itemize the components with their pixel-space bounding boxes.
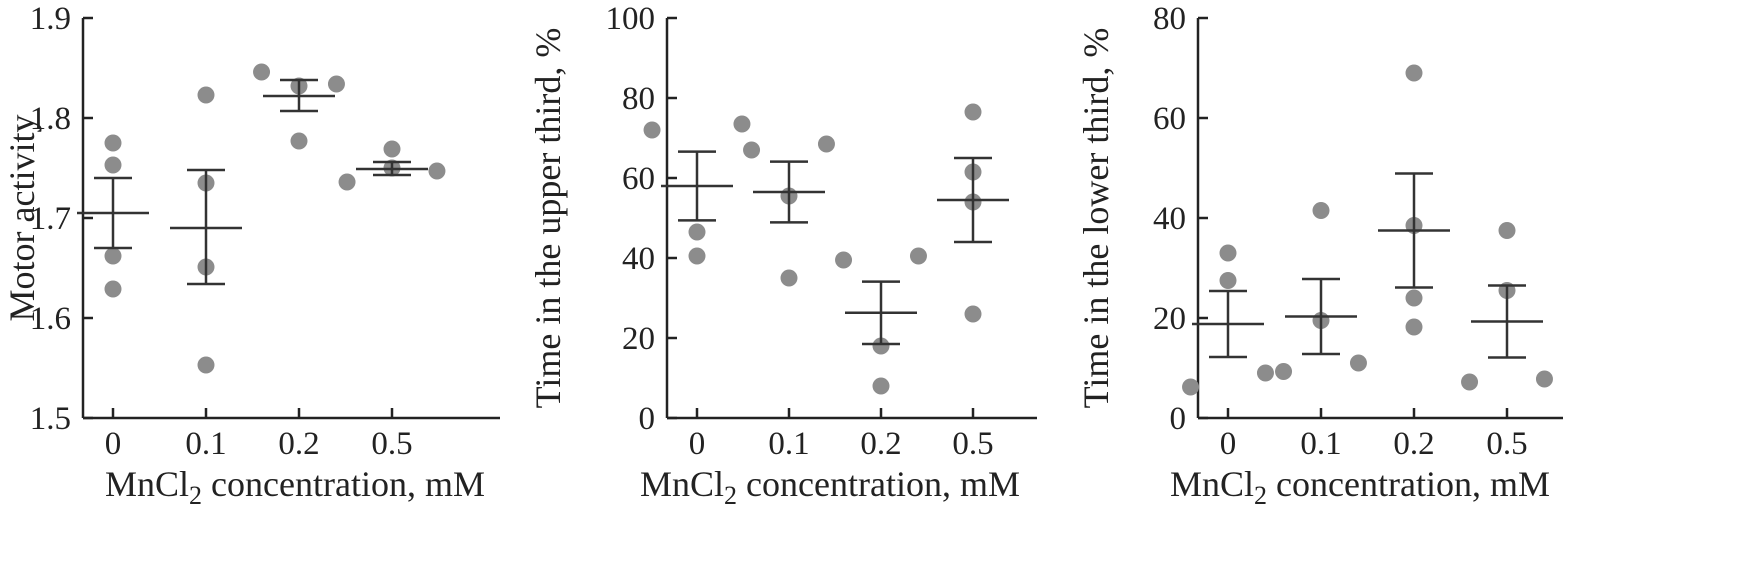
y-tick-label: 80 bbox=[622, 81, 655, 117]
x-axis-label: MnCl2 concentration, mM bbox=[1170, 464, 1550, 510]
data-point bbox=[197, 356, 215, 374]
y-tick-label: 80 bbox=[1153, 1, 1186, 37]
y-tick-label: 1.8 bbox=[30, 101, 71, 137]
data-point bbox=[197, 86, 215, 104]
data-point bbox=[1405, 289, 1423, 307]
x-tick-label: 0.5 bbox=[371, 426, 412, 462]
data-point bbox=[688, 247, 706, 265]
data-point bbox=[104, 280, 122, 298]
data-point bbox=[643, 121, 661, 139]
data-point bbox=[290, 132, 308, 150]
data-point bbox=[104, 247, 122, 265]
y-axis-label: Time in the upper third, % bbox=[528, 28, 568, 409]
x-tick-label: 0.5 bbox=[1486, 426, 1527, 462]
y-tick-label: 20 bbox=[622, 321, 655, 357]
x-tick-label: 0.1 bbox=[768, 426, 809, 462]
data-point bbox=[428, 162, 446, 180]
x-tick-label: 0.5 bbox=[952, 426, 993, 462]
data-point bbox=[964, 305, 982, 323]
data-point bbox=[1182, 378, 1200, 396]
data-point bbox=[1349, 354, 1367, 372]
x-tick-label: 0.2 bbox=[860, 426, 901, 462]
y-tick-label: 60 bbox=[1153, 101, 1186, 137]
data-point bbox=[817, 135, 835, 153]
x-tick-label: 0.1 bbox=[185, 426, 226, 462]
x-axis-label: MnCl2 concentration, mM bbox=[105, 464, 485, 510]
data-point bbox=[104, 134, 122, 152]
data-point bbox=[1312, 202, 1330, 219]
data-point bbox=[338, 173, 356, 191]
x-tick-label: 0.2 bbox=[1393, 426, 1434, 462]
data-point bbox=[872, 337, 890, 355]
data-point bbox=[1498, 222, 1516, 239]
data-point bbox=[1405, 64, 1423, 82]
x-tick-label: 0 bbox=[1220, 426, 1237, 462]
x-tick-label: 0 bbox=[689, 426, 706, 462]
y-tick-label: 1.6 bbox=[30, 301, 71, 337]
x-axis-label: MnCl2 concentration, mM bbox=[640, 464, 1020, 510]
y-tick-label: 1.5 bbox=[30, 401, 71, 437]
y-axis-label: Time in the lower third, % bbox=[1076, 28, 1116, 409]
y-tick-label: 40 bbox=[1153, 201, 1186, 237]
y-tick-label: 60 bbox=[622, 161, 655, 197]
data-point bbox=[1461, 373, 1479, 391]
data-point bbox=[104, 156, 122, 174]
y-tick-label: 1.7 bbox=[30, 201, 71, 237]
x-tick-label: 0.2 bbox=[278, 426, 319, 462]
data-point bbox=[1405, 318, 1423, 336]
data-point bbox=[743, 141, 761, 159]
data-point bbox=[835, 251, 853, 269]
y-tick-label: 1.9 bbox=[30, 1, 71, 37]
x-tick-label: 0 bbox=[105, 426, 122, 462]
data-point bbox=[327, 75, 345, 93]
y-tick-label: 0 bbox=[1170, 401, 1187, 437]
data-point bbox=[253, 63, 271, 81]
data-point bbox=[1256, 364, 1274, 382]
y-tick-label: 100 bbox=[606, 1, 656, 37]
data-point bbox=[383, 140, 401, 158]
data-point bbox=[964, 103, 982, 121]
y-axis-label: Motor activity bbox=[2, 115, 42, 322]
data-point bbox=[1219, 244, 1237, 262]
data-point bbox=[733, 115, 751, 133]
data-point bbox=[688, 223, 706, 241]
y-tick-label: 20 bbox=[1153, 301, 1186, 337]
y-tick-label: 0 bbox=[639, 401, 656, 437]
data-point bbox=[780, 269, 798, 287]
data-point bbox=[1219, 272, 1237, 289]
data-point bbox=[1275, 363, 1293, 380]
data-point bbox=[909, 247, 927, 265]
data-point bbox=[872, 377, 890, 395]
x-tick-label: 0.1 bbox=[1300, 426, 1341, 462]
y-tick-label: 40 bbox=[622, 241, 655, 277]
data-point bbox=[1535, 370, 1553, 388]
